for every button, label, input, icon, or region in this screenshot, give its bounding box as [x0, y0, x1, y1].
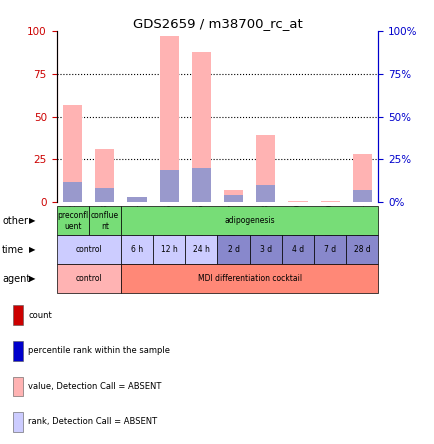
Bar: [95, 188, 114, 202]
Text: 6 h: 6 h: [131, 245, 143, 254]
Text: control: control: [75, 245, 102, 254]
Text: ▶: ▶: [30, 216, 36, 226]
Text: agent: agent: [2, 274, 30, 284]
Text: count: count: [28, 311, 52, 320]
Text: rank, Detection Call = ABSENT: rank, Detection Call = ABSENT: [28, 417, 157, 426]
Bar: [224, 190, 243, 202]
Text: 12 h: 12 h: [161, 245, 177, 254]
Text: preconfl
uent: preconfl uent: [57, 211, 88, 230]
Text: 28 d: 28 d: [353, 245, 370, 254]
Text: 7 d: 7 d: [323, 245, 335, 254]
Text: time: time: [2, 245, 24, 255]
Bar: [63, 182, 82, 202]
Bar: [191, 168, 210, 202]
Bar: [159, 36, 178, 202]
Bar: [63, 105, 82, 202]
Bar: [191, 52, 210, 202]
Bar: [224, 195, 243, 202]
Text: 4 d: 4 d: [291, 245, 303, 254]
Text: 24 h: 24 h: [193, 245, 209, 254]
Bar: [352, 154, 371, 202]
Bar: [127, 197, 146, 202]
Text: 3 d: 3 d: [259, 245, 271, 254]
Bar: [352, 190, 371, 202]
Title: GDS2659 / m38700_rc_at: GDS2659 / m38700_rc_at: [132, 17, 302, 30]
Bar: [95, 149, 114, 202]
Text: conflue
nt: conflue nt: [91, 211, 118, 230]
Bar: [256, 135, 275, 202]
Bar: [288, 201, 307, 202]
Text: 2 d: 2 d: [227, 245, 239, 254]
Text: ▶: ▶: [30, 274, 36, 283]
Bar: [256, 185, 275, 202]
Text: adipogenesis: adipogenesis: [224, 216, 274, 226]
Text: percentile rank within the sample: percentile rank within the sample: [28, 346, 170, 355]
Bar: [320, 201, 339, 202]
Text: ▶: ▶: [30, 245, 36, 254]
Text: value, Detection Call = ABSENT: value, Detection Call = ABSENT: [28, 382, 161, 391]
Text: control: control: [75, 274, 102, 283]
Text: other: other: [2, 216, 28, 226]
Bar: [159, 170, 178, 202]
Bar: [127, 197, 146, 202]
Text: MDI differentiation cocktail: MDI differentiation cocktail: [197, 274, 301, 283]
